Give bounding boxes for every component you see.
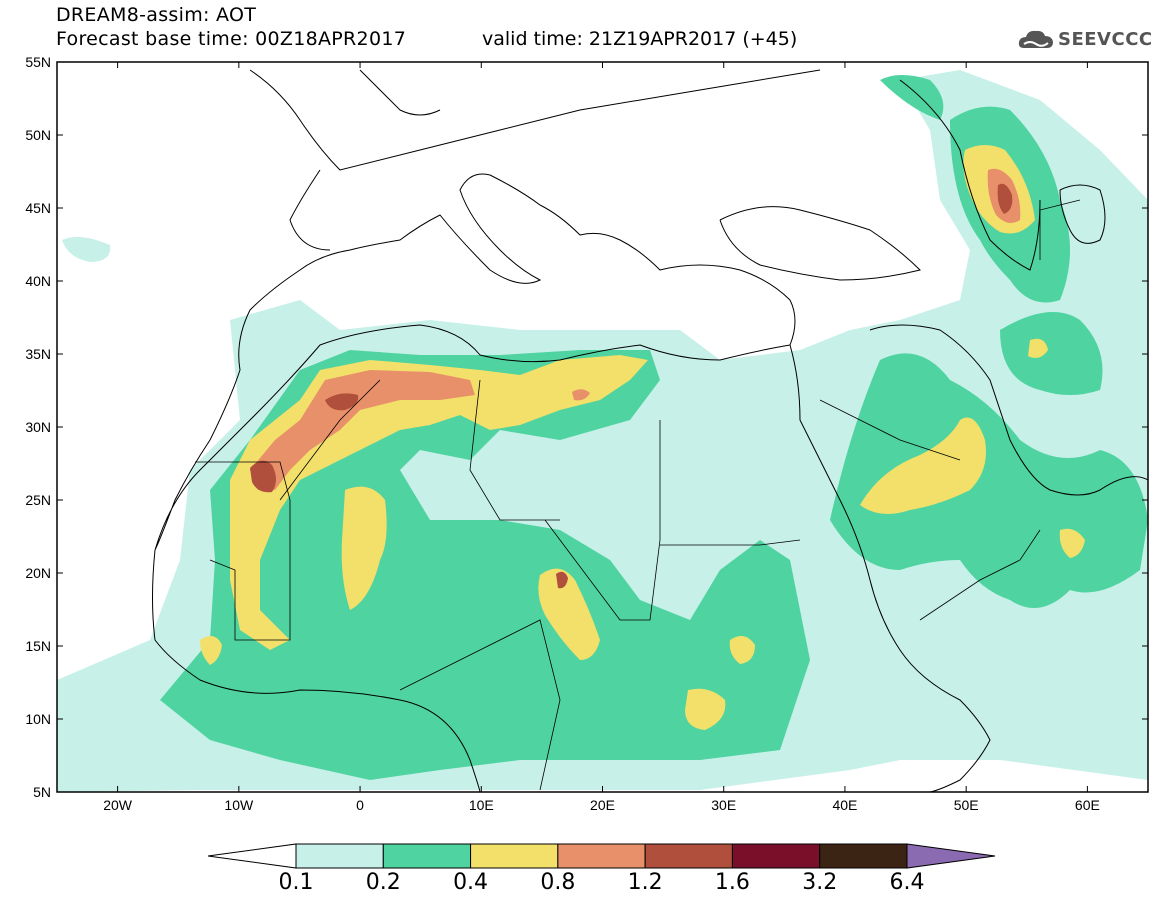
lat-label: 55N — [25, 54, 51, 70]
colorbar-segment — [382, 843, 472, 869]
aot-band-1.2 — [556, 571, 568, 589]
aot-band-0.2 — [880, 75, 944, 120]
lat-label: 50N — [25, 127, 51, 143]
lon-label: 10W — [224, 797, 254, 813]
colorbar-label: 0.2 — [365, 870, 401, 895]
aot-band-0.4 — [685, 688, 726, 730]
lon-label: 40E — [832, 797, 857, 813]
lon-label: 50E — [954, 797, 979, 813]
latitude-axis: 55N 50N 45N 40N 35N 30N 25N 20N 15N 10N 5N — [25, 54, 1148, 800]
lat-label: 40N — [25, 273, 51, 289]
colorbar-segment — [295, 843, 384, 869]
colorbar-over-triangle — [906, 843, 996, 869]
aot-band-0.8 — [572, 389, 590, 401]
colorbar-label: 6.4 — [889, 870, 925, 895]
aot-band-0.1 — [62, 236, 111, 262]
colorbar-label: 0.1 — [278, 870, 314, 895]
lat-label: 30N — [25, 419, 51, 435]
aot-band-0.8 — [250, 370, 475, 490]
aot-band-0.4 — [200, 636, 222, 665]
aot-band-0.4 — [341, 486, 387, 610]
lat-label: 25N — [25, 492, 51, 508]
colorbar-segment — [819, 843, 908, 869]
longitude-axis: 20W 10W 0 10E 20E 30E 40E 50E 60E — [103, 62, 1100, 813]
aot-band-0.4 — [729, 636, 755, 664]
colorbar-label: 0.8 — [540, 870, 576, 895]
cloud-icon — [1018, 30, 1053, 48]
lon-label: 20W — [103, 797, 133, 813]
colorbar-label: 3.2 — [802, 870, 838, 895]
lat-label: 15N — [25, 638, 51, 654]
coastlines — [152, 69, 1148, 792]
lat-label: 35N — [25, 346, 51, 362]
colorbar-segment — [644, 843, 733, 869]
colorbar-label: 0.4 — [453, 870, 489, 895]
colorbar-under-triangle — [207, 843, 297, 869]
colorbar-label: 1.6 — [714, 870, 750, 895]
forecast-base-time: Forecast base time: 00Z18APR2017 — [56, 28, 407, 50]
lat-label: 5N — [33, 784, 51, 800]
aot-band-0.4 — [1059, 528, 1085, 558]
aot-field — [57, 70, 1148, 792]
valid-time: valid time: 21Z19APR2017 (+45) — [482, 28, 798, 50]
aot-band-0.4 — [538, 568, 600, 660]
lon-label: 10E — [469, 797, 494, 813]
country-borders — [195, 199, 1081, 791]
colorbar-segment — [557, 843, 646, 869]
aot-band-1.2 — [325, 393, 359, 411]
lon-label: 60E — [1075, 797, 1100, 813]
colorbar-segment — [731, 843, 821, 869]
lat-label: 20N — [25, 565, 51, 581]
colorbar — [207, 843, 996, 869]
colorbar-label: 1.2 — [627, 870, 663, 895]
logo-text: SEEVCCC — [1058, 29, 1153, 50]
seevccc-logo: SEEVCCC — [1016, 24, 1156, 54]
aot-band-1.2 — [250, 460, 276, 493]
aot-band-0.4 — [1028, 338, 1048, 358]
lon-label: 30E — [711, 797, 736, 813]
aot-band-0.4 — [860, 417, 986, 514]
aot-band-1.2 — [997, 183, 1013, 214]
lat-label: 45N — [25, 200, 51, 216]
lon-label: 0 — [356, 797, 364, 813]
lat-label: 10N — [25, 711, 51, 727]
aot-band-0.2 — [1000, 312, 1103, 395]
lon-label: 20E — [590, 797, 615, 813]
colorbar-segment — [470, 843, 559, 869]
map-title: DREAM8-assim: AOT — [56, 4, 257, 26]
